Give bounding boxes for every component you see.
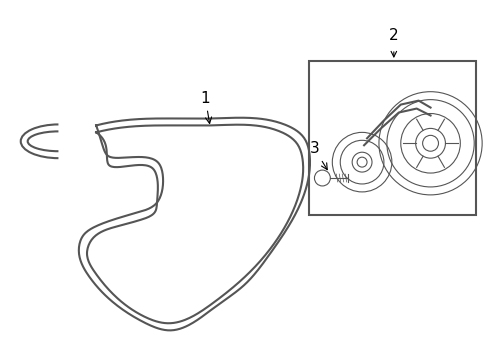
Bar [309, 61, 475, 215]
Text: 1: 1 [200, 91, 211, 123]
Text: 3: 3 [309, 141, 326, 170]
Text: 2: 2 [388, 28, 398, 43]
